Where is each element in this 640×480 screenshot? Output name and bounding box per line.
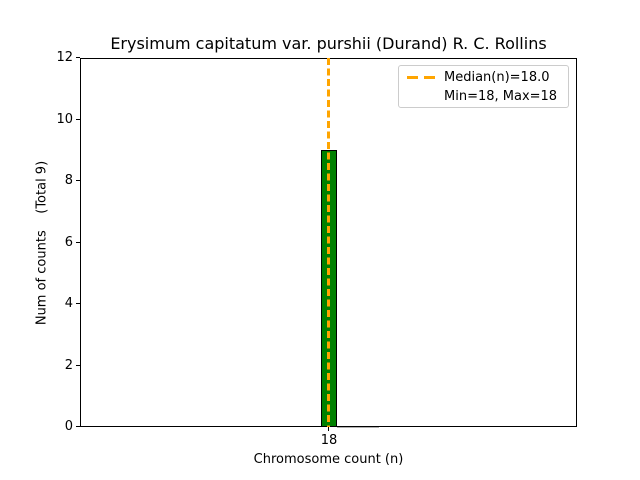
y-tick-label: 12	[56, 50, 73, 65]
median-dashed-line	[327, 58, 330, 427]
y-tick-mark	[76, 426, 80, 427]
x-tick-label: 18	[320, 433, 338, 448]
legend-label-median: Median(n)=18.0	[444, 69, 550, 85]
empty-legend-swatch	[407, 95, 435, 98]
y-tick-mark	[76, 365, 80, 366]
legend-entry-median: Median(n)=18.0	[407, 68, 560, 87]
x-axis-label: Chromosome count (n)	[253, 452, 404, 467]
y-tick-label: 8	[64, 173, 73, 188]
chart-title: Erysimum capitatum var. purshii (Durand)…	[110, 34, 547, 53]
y-tick-label: 0	[64, 419, 73, 434]
y-tick-label: 6	[64, 235, 73, 250]
y-tick-mark	[76, 57, 80, 58]
legend-entry-minmax: Min=18, Max=18	[407, 87, 560, 106]
x-tick-mark	[328, 427, 329, 431]
y-tick-mark	[76, 180, 80, 181]
y-tick-label: 10	[56, 112, 73, 127]
y-axis-label: Num of counts (Total 9)	[34, 160, 50, 326]
y-tick-label: 4	[64, 296, 73, 311]
y-tick-mark	[76, 303, 80, 304]
y-tick-label: 2	[64, 358, 73, 373]
y-tick-mark	[76, 242, 80, 243]
y-tick-mark	[76, 119, 80, 120]
legend: Median(n)=18.0 Min=18, Max=18	[398, 65, 569, 108]
zero-height-bar-edge	[337, 427, 379, 428]
median-line-legend-swatch-icon	[407, 75, 435, 79]
legend-label-minmax: Min=18, Max=18	[444, 88, 558, 104]
